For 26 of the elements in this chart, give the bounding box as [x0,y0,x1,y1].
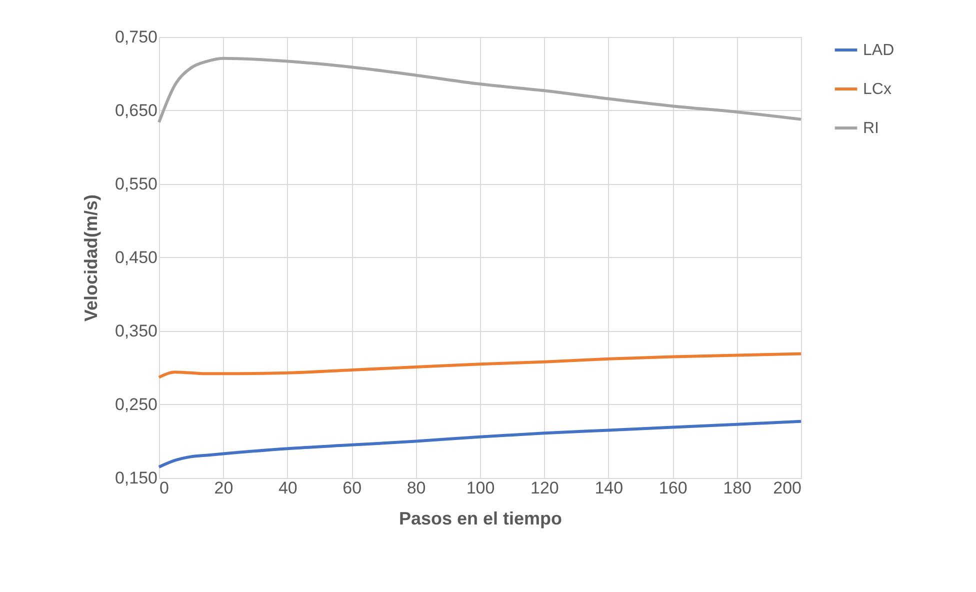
legend-label: RI [863,120,879,137]
y-tick-label: 0,250 [114,395,158,414]
line-series [158,56,802,124]
legend-label: LAD [863,42,894,59]
legend-label: LCx [863,81,892,98]
line-series [158,352,802,379]
x-tick-label: 160 [658,478,688,498]
y-tick-label: 0,650 [114,101,158,120]
x-axis-title: Pasos en el tiempo [398,508,562,528]
x-tick-label: 40 [278,478,298,498]
x-tick-label: 120 [530,478,559,498]
x-tick-label: 100 [466,478,495,498]
x-tick-label: 80 [406,478,426,498]
y-tick-label: 0,550 [114,174,158,194]
y-tick-label: 0,350 [114,322,158,340]
x-tick-label: 20 [214,478,234,498]
x-tick-label: 0 [160,478,169,498]
x-tick-label: 140 [594,478,624,498]
x-tick-label: 180 [723,478,752,498]
x-tick-label: 60 [342,478,362,498]
y-tick-label: 0,450 [114,248,158,267]
y-tick-label: 0,150 [114,468,158,488]
x-tick-label: 200 [773,478,802,498]
line-series [158,420,802,468]
y-tick-label: 0,750 [114,28,158,46]
y-axis-title: Velocidad(m/s) [80,194,101,322]
